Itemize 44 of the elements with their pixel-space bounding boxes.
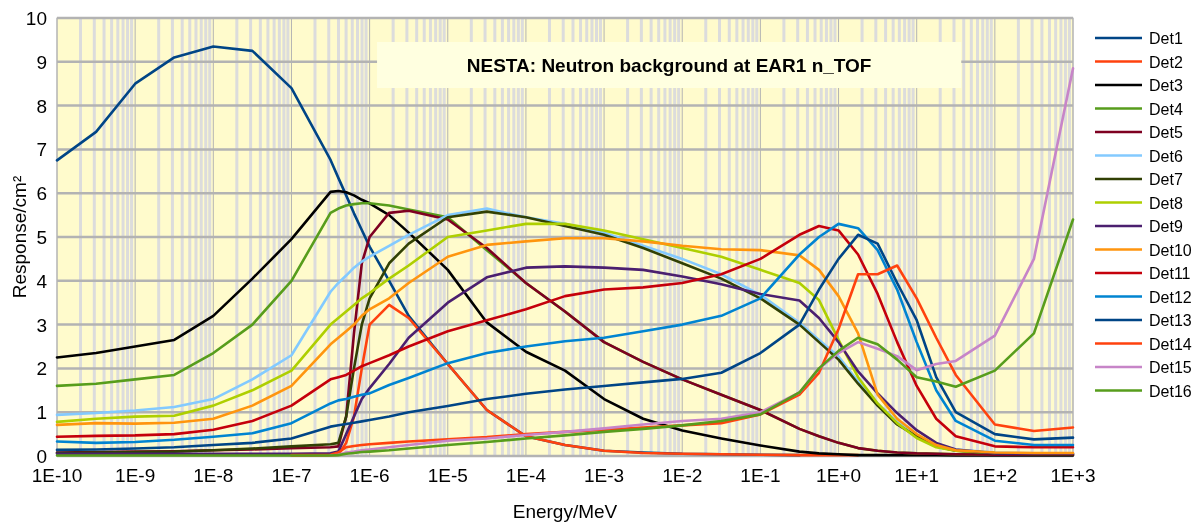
x-tick-label: 1E-3 <box>584 465 625 486</box>
x-tick-label: 1E+1 <box>894 465 940 486</box>
legend-label: Det11 <box>1149 265 1191 282</box>
legend-label: Det15 <box>1149 359 1192 376</box>
y-tick-label: 7 <box>36 139 47 161</box>
y-tick-label: 1 <box>36 402 47 424</box>
x-tick-label: 1E+3 <box>1050 465 1096 486</box>
legend-label: Det5 <box>1149 124 1183 141</box>
legend-label: Det3 <box>1149 77 1183 94</box>
y-axis-title: Response/cm² <box>9 175 30 299</box>
x-tick-label: 1E-7 <box>271 465 312 486</box>
y-tick-label: 0 <box>36 446 47 467</box>
y-tick-label: 8 <box>36 95 47 117</box>
legend-label: Det16 <box>1149 382 1192 400</box>
legend-label: Det9 <box>1149 218 1183 235</box>
x-tick-label: 1E+2 <box>972 465 1018 486</box>
x-tick-label: 1E-2 <box>662 465 703 486</box>
legend-label: Det7 <box>1149 171 1183 188</box>
legend-label: Det4 <box>1149 100 1183 118</box>
y-tick-label: 4 <box>36 270 48 292</box>
legend-label: Det12 <box>1149 288 1192 306</box>
x-tick-label: 1E+0 <box>816 465 861 486</box>
y-tick-label: 5 <box>36 227 47 248</box>
legend-label: Det2 <box>1149 53 1183 71</box>
x-tick-label: 1E-1 <box>740 465 781 486</box>
y-tick-label: 9 <box>36 51 47 73</box>
x-tick-label: 1E-9 <box>115 465 156 486</box>
legend-label: Det13 <box>1149 312 1192 329</box>
x-tick-label: 1E-4 <box>505 465 547 486</box>
legend-label: Det1 <box>1149 30 1183 47</box>
legend-label: Det6 <box>1149 147 1183 165</box>
y-tick-label: 2 <box>36 358 47 380</box>
x-tick-label: 1E-5 <box>427 465 468 486</box>
y-tick-label: 10 <box>25 8 47 29</box>
legend-label: Det8 <box>1149 194 1183 212</box>
x-axis-title: Energy/MeV <box>512 501 618 522</box>
x-tick-label: 1E-8 <box>193 465 234 486</box>
text: NESTA: Neutron background at EAR1 n_TOF <box>466 55 872 76</box>
legend-label: Det10 <box>1149 241 1192 259</box>
y-tick-label: 3 <box>36 314 47 336</box>
x-tick-label: 1E-6 <box>349 465 390 486</box>
y-tick-label: 6 <box>36 183 47 205</box>
x-tick-label: 1E-10 <box>31 465 83 486</box>
legend-label: Det14 <box>1149 335 1192 353</box>
